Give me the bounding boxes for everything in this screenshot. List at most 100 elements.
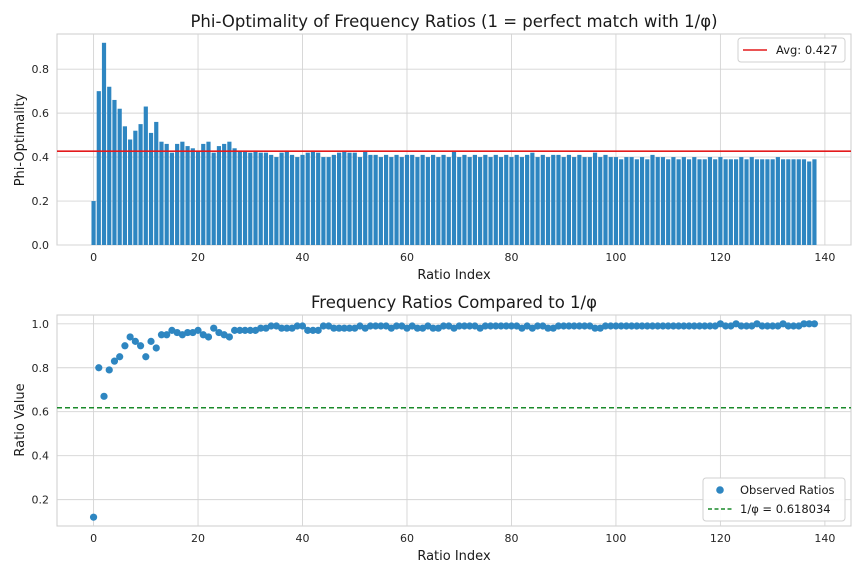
bar <box>686 159 692 245</box>
bar <box>770 159 775 245</box>
data-point <box>633 322 641 330</box>
data-point <box>283 324 291 332</box>
bar <box>488 157 493 245</box>
data-point <box>460 322 469 330</box>
bar <box>112 99 117 245</box>
data-point <box>669 322 677 330</box>
data-point <box>800 320 808 328</box>
legend-observed-swatch <box>716 486 724 494</box>
bar <box>154 121 159 245</box>
data-point <box>654 322 662 330</box>
bar <box>185 146 190 245</box>
bar <box>331 154 336 245</box>
bar <box>389 157 394 245</box>
bar <box>410 154 415 245</box>
data-point <box>152 344 160 352</box>
bar <box>159 141 164 245</box>
bar <box>237 150 242 245</box>
bar <box>415 157 420 245</box>
data-point <box>100 392 108 400</box>
data-point <box>544 324 552 332</box>
data-point <box>675 322 683 330</box>
bar <box>645 159 650 245</box>
bar <box>681 157 686 245</box>
bar <box>796 159 801 245</box>
data-point <box>612 322 620 330</box>
x-tick-label: 40 <box>296 532 310 545</box>
data-point <box>366 322 375 330</box>
bar <box>692 157 697 245</box>
bar <box>551 154 556 245</box>
data-point <box>372 322 380 330</box>
bar <box>509 157 514 245</box>
bar <box>206 141 211 245</box>
bar <box>211 152 216 245</box>
y-tick-label: 0.6 <box>32 107 50 120</box>
bar <box>561 157 566 245</box>
data-point <box>131 337 139 345</box>
x-tick-label: 60 <box>400 251 414 264</box>
data-point <box>722 322 730 330</box>
bar <box>253 150 258 245</box>
data-point <box>565 322 573 330</box>
bar <box>462 154 467 245</box>
data-point <box>298 322 307 330</box>
data-point <box>194 326 202 334</box>
data-point <box>695 322 704 330</box>
data-point <box>763 322 772 330</box>
bar <box>425 157 430 245</box>
data-point <box>685 322 693 330</box>
bar <box>310 150 316 245</box>
bar <box>195 150 201 245</box>
x-tick-label: 80 <box>504 532 518 545</box>
data-point <box>314 326 322 334</box>
bar <box>269 154 274 245</box>
bar <box>431 154 436 245</box>
data-point <box>246 326 254 334</box>
data-point <box>257 324 265 332</box>
bar <box>300 154 305 245</box>
x-tick-label: 60 <box>400 532 414 545</box>
data-point <box>89 513 98 521</box>
bar <box>702 159 707 245</box>
bar <box>504 154 509 245</box>
data-point <box>147 337 155 345</box>
data-point <box>617 322 625 330</box>
y-tick-label: 1.0 <box>32 318 50 331</box>
data-point <box>622 322 630 330</box>
y-tick-label: 0.4 <box>32 450 50 463</box>
data-point <box>345 324 354 332</box>
x-tick-label: 40 <box>296 251 310 264</box>
data-point <box>304 326 312 334</box>
frequency-ratios-chart: Frequency Ratios Compared to 1/φ 0 20 40 60… <box>13 293 852 564</box>
data-point <box>554 322 563 330</box>
bar <box>164 143 169 245</box>
data-point <box>769 322 777 330</box>
bar <box>629 157 634 245</box>
legend-ref-label: 1/φ = 0.618034 <box>740 502 831 516</box>
bar <box>572 157 577 245</box>
frequency-ratios-xlabel: Ratio Index <box>417 549 491 564</box>
bar <box>222 143 227 245</box>
bar-tick-labels: 0 20 40 60 80 100 120 140 0.0 0.2 0.4 0.6 0.8 <box>32 63 836 264</box>
bar <box>519 157 524 245</box>
data-point <box>502 322 510 330</box>
bar <box>457 157 462 245</box>
bar <box>190 148 195 245</box>
data-point <box>628 322 636 330</box>
data-point <box>481 322 489 330</box>
bar <box>394 154 399 245</box>
bar <box>525 154 530 245</box>
y-tick-label: 0.8 <box>32 63 50 76</box>
scatter-legend: Observed Ratios 1/φ = 0.618034 <box>702 477 846 522</box>
bar <box>676 159 681 245</box>
bar <box>493 154 498 245</box>
x-tick-label: 20 <box>191 532 205 545</box>
bar <box>807 161 812 245</box>
data-point <box>601 322 610 330</box>
x-tick-label: 100 <box>605 532 626 545</box>
bar <box>321 157 326 245</box>
bar <box>608 157 613 245</box>
scatter-tick-labels: 0 20 40 60 80 100 120 140 0.2 0.4 0.6 0.8 1.0 <box>32 318 836 545</box>
data-point <box>110 357 119 365</box>
